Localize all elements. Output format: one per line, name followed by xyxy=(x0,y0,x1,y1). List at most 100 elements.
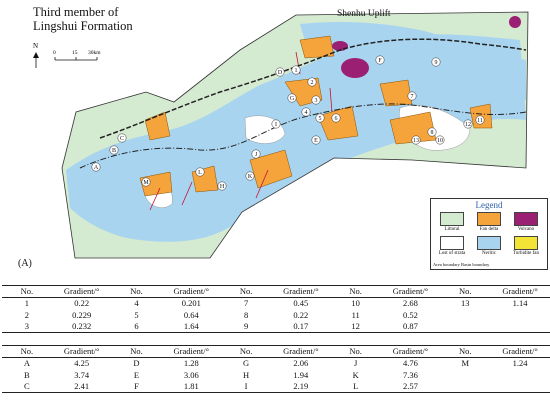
table-cell: 0.17 xyxy=(270,320,331,334)
svg-text:I: I xyxy=(275,122,277,128)
legend-swatch xyxy=(440,212,464,226)
table-cell: 1.14 xyxy=(512,298,528,309)
table-cell: B xyxy=(24,369,30,380)
table-header-cell: Gradient/° xyxy=(51,284,112,299)
table-cell: 5 xyxy=(134,309,139,320)
table-cell: 1.24 xyxy=(512,358,528,369)
basin-boundary xyxy=(99,38,527,139)
table-header-cell: Gradient/° xyxy=(490,284,550,299)
table-cell: 1.28 xyxy=(183,358,199,369)
table-cell: 2.68 xyxy=(403,298,418,309)
table-cell: 12 xyxy=(330,320,381,334)
legend-item-neritic: Neritic xyxy=(472,236,506,257)
table-cell: 2.41 xyxy=(51,380,112,394)
legend-label: Turbidite fan xyxy=(512,251,540,256)
table-cell xyxy=(490,380,550,394)
fan-number-label: 4 xyxy=(301,107,311,117)
table-cell: 1.64 xyxy=(161,320,222,334)
table-cell: 1 xyxy=(24,298,29,309)
svg-text:L: L xyxy=(198,170,202,176)
svg-text:C: C xyxy=(120,136,124,142)
table-cell: 2.57 xyxy=(380,380,441,394)
gradient-table-numbered: No. Gradient/° No. Gradient/° No. Gradient/° N… xyxy=(2,284,550,334)
legend-swatch xyxy=(477,212,501,226)
fan-letter-label: I xyxy=(271,119,281,129)
legend-swatch xyxy=(440,236,464,250)
table-cell xyxy=(490,370,550,381)
svg-text:B: B xyxy=(112,148,116,154)
legend-label: Volcano xyxy=(517,227,535,232)
table-cell: C xyxy=(2,380,52,394)
fan-number-label: 12 xyxy=(463,119,473,129)
table-cell: 0.229 xyxy=(72,309,92,320)
svg-text:13: 13 xyxy=(413,138,419,144)
fan-letter-label: E xyxy=(311,135,321,145)
fan-number-label: 13 xyxy=(411,135,421,145)
table-header-cell: No. xyxy=(440,284,491,299)
fan-delta xyxy=(379,79,413,107)
table-header-cell: Gradient/° xyxy=(380,284,441,299)
table-cell: H xyxy=(243,369,250,380)
legend-swatch xyxy=(514,236,538,250)
table-cell xyxy=(440,310,490,321)
table-header-cell: No. xyxy=(2,344,52,359)
fan-number-label: 7 xyxy=(407,91,417,101)
scale-label-15: 15 xyxy=(72,50,78,56)
svg-text:9: 9 xyxy=(435,60,438,66)
neritic-zone xyxy=(66,34,526,242)
table-cell: 0.201 xyxy=(181,298,201,309)
scale-label-30km: 30km xyxy=(88,50,101,56)
volcano-body xyxy=(509,16,521,28)
legend-item-volcano: Volcano xyxy=(509,212,543,233)
fan-letter-label: M xyxy=(141,177,151,187)
table-cell: J xyxy=(354,358,358,369)
table-header-cell: Gradient/° xyxy=(161,284,222,299)
table-header-row: No. Gradient/° No. Gradient/° No. Gradient/° N… xyxy=(2,284,550,299)
table-row: B 3.74 E 3.06 H 1.94 K 7.36 xyxy=(2,370,550,381)
table-cell: 9 xyxy=(221,320,271,334)
table-header-cell: Gradient/° xyxy=(51,344,112,359)
fan-letter-label: G xyxy=(287,93,297,103)
shenhu-uplift-label: Shenhu Uplift xyxy=(337,9,391,19)
table-cell: 0.232 xyxy=(51,320,112,334)
table-header-cell: Gradient/° xyxy=(270,344,331,359)
legend-title: Legend xyxy=(475,200,503,210)
table-row: 3 0.232 6 1.64 9 0.17 12 0.87 xyxy=(2,320,550,334)
table-cell: G xyxy=(243,358,250,369)
svg-text:D: D xyxy=(278,70,283,76)
table-cell: 2.06 xyxy=(293,358,309,369)
table-cell xyxy=(490,310,550,321)
svg-text:4: 4 xyxy=(305,110,308,116)
table-cell: 2 xyxy=(24,309,29,320)
table-cell: 4 xyxy=(134,298,139,309)
table-header-row: No. Gradient/° No. Gradient/° No. Gradient/° N… xyxy=(2,344,550,359)
table-cell: 3.06 xyxy=(183,369,199,380)
table-header-cell: No. xyxy=(221,284,271,299)
fan-number-label: 8 xyxy=(427,127,437,137)
table-cell: L xyxy=(330,380,381,394)
svg-text:K: K xyxy=(248,174,253,180)
table-cell xyxy=(440,320,491,334)
table-row: 2 0.229 5 0.64 8 0.22 11 0.52 xyxy=(2,310,550,321)
table-row: 1 0.22 4 0.201 7 0.45 10 2.68 13 1.14 xyxy=(2,298,550,310)
table-cell: 3 xyxy=(2,320,52,334)
svg-text:J: J xyxy=(255,152,258,158)
legend-label: Neritic xyxy=(482,251,496,256)
fan-letter-label: C xyxy=(117,133,127,143)
table-header-cell: No. xyxy=(111,284,162,299)
table-cell: K xyxy=(352,369,359,380)
legend-label: Lost of strata xyxy=(438,251,466,256)
svg-text:A: A xyxy=(94,165,99,171)
fan-delta xyxy=(249,149,293,189)
svg-text:1: 1 xyxy=(295,68,298,74)
svg-text:F: F xyxy=(378,58,382,64)
table-cell: F xyxy=(111,380,162,394)
table-cell: D xyxy=(133,358,140,369)
fan-letter-label: H xyxy=(217,181,227,191)
fan-number-label: 3 xyxy=(311,95,321,105)
scale-label-0: 0 xyxy=(53,50,56,56)
table-header-cell: No. xyxy=(2,284,52,299)
table-cell: 4.76 xyxy=(403,358,418,369)
fan-number-label: 2 xyxy=(307,77,317,87)
fan-letter-label: L xyxy=(195,167,205,177)
